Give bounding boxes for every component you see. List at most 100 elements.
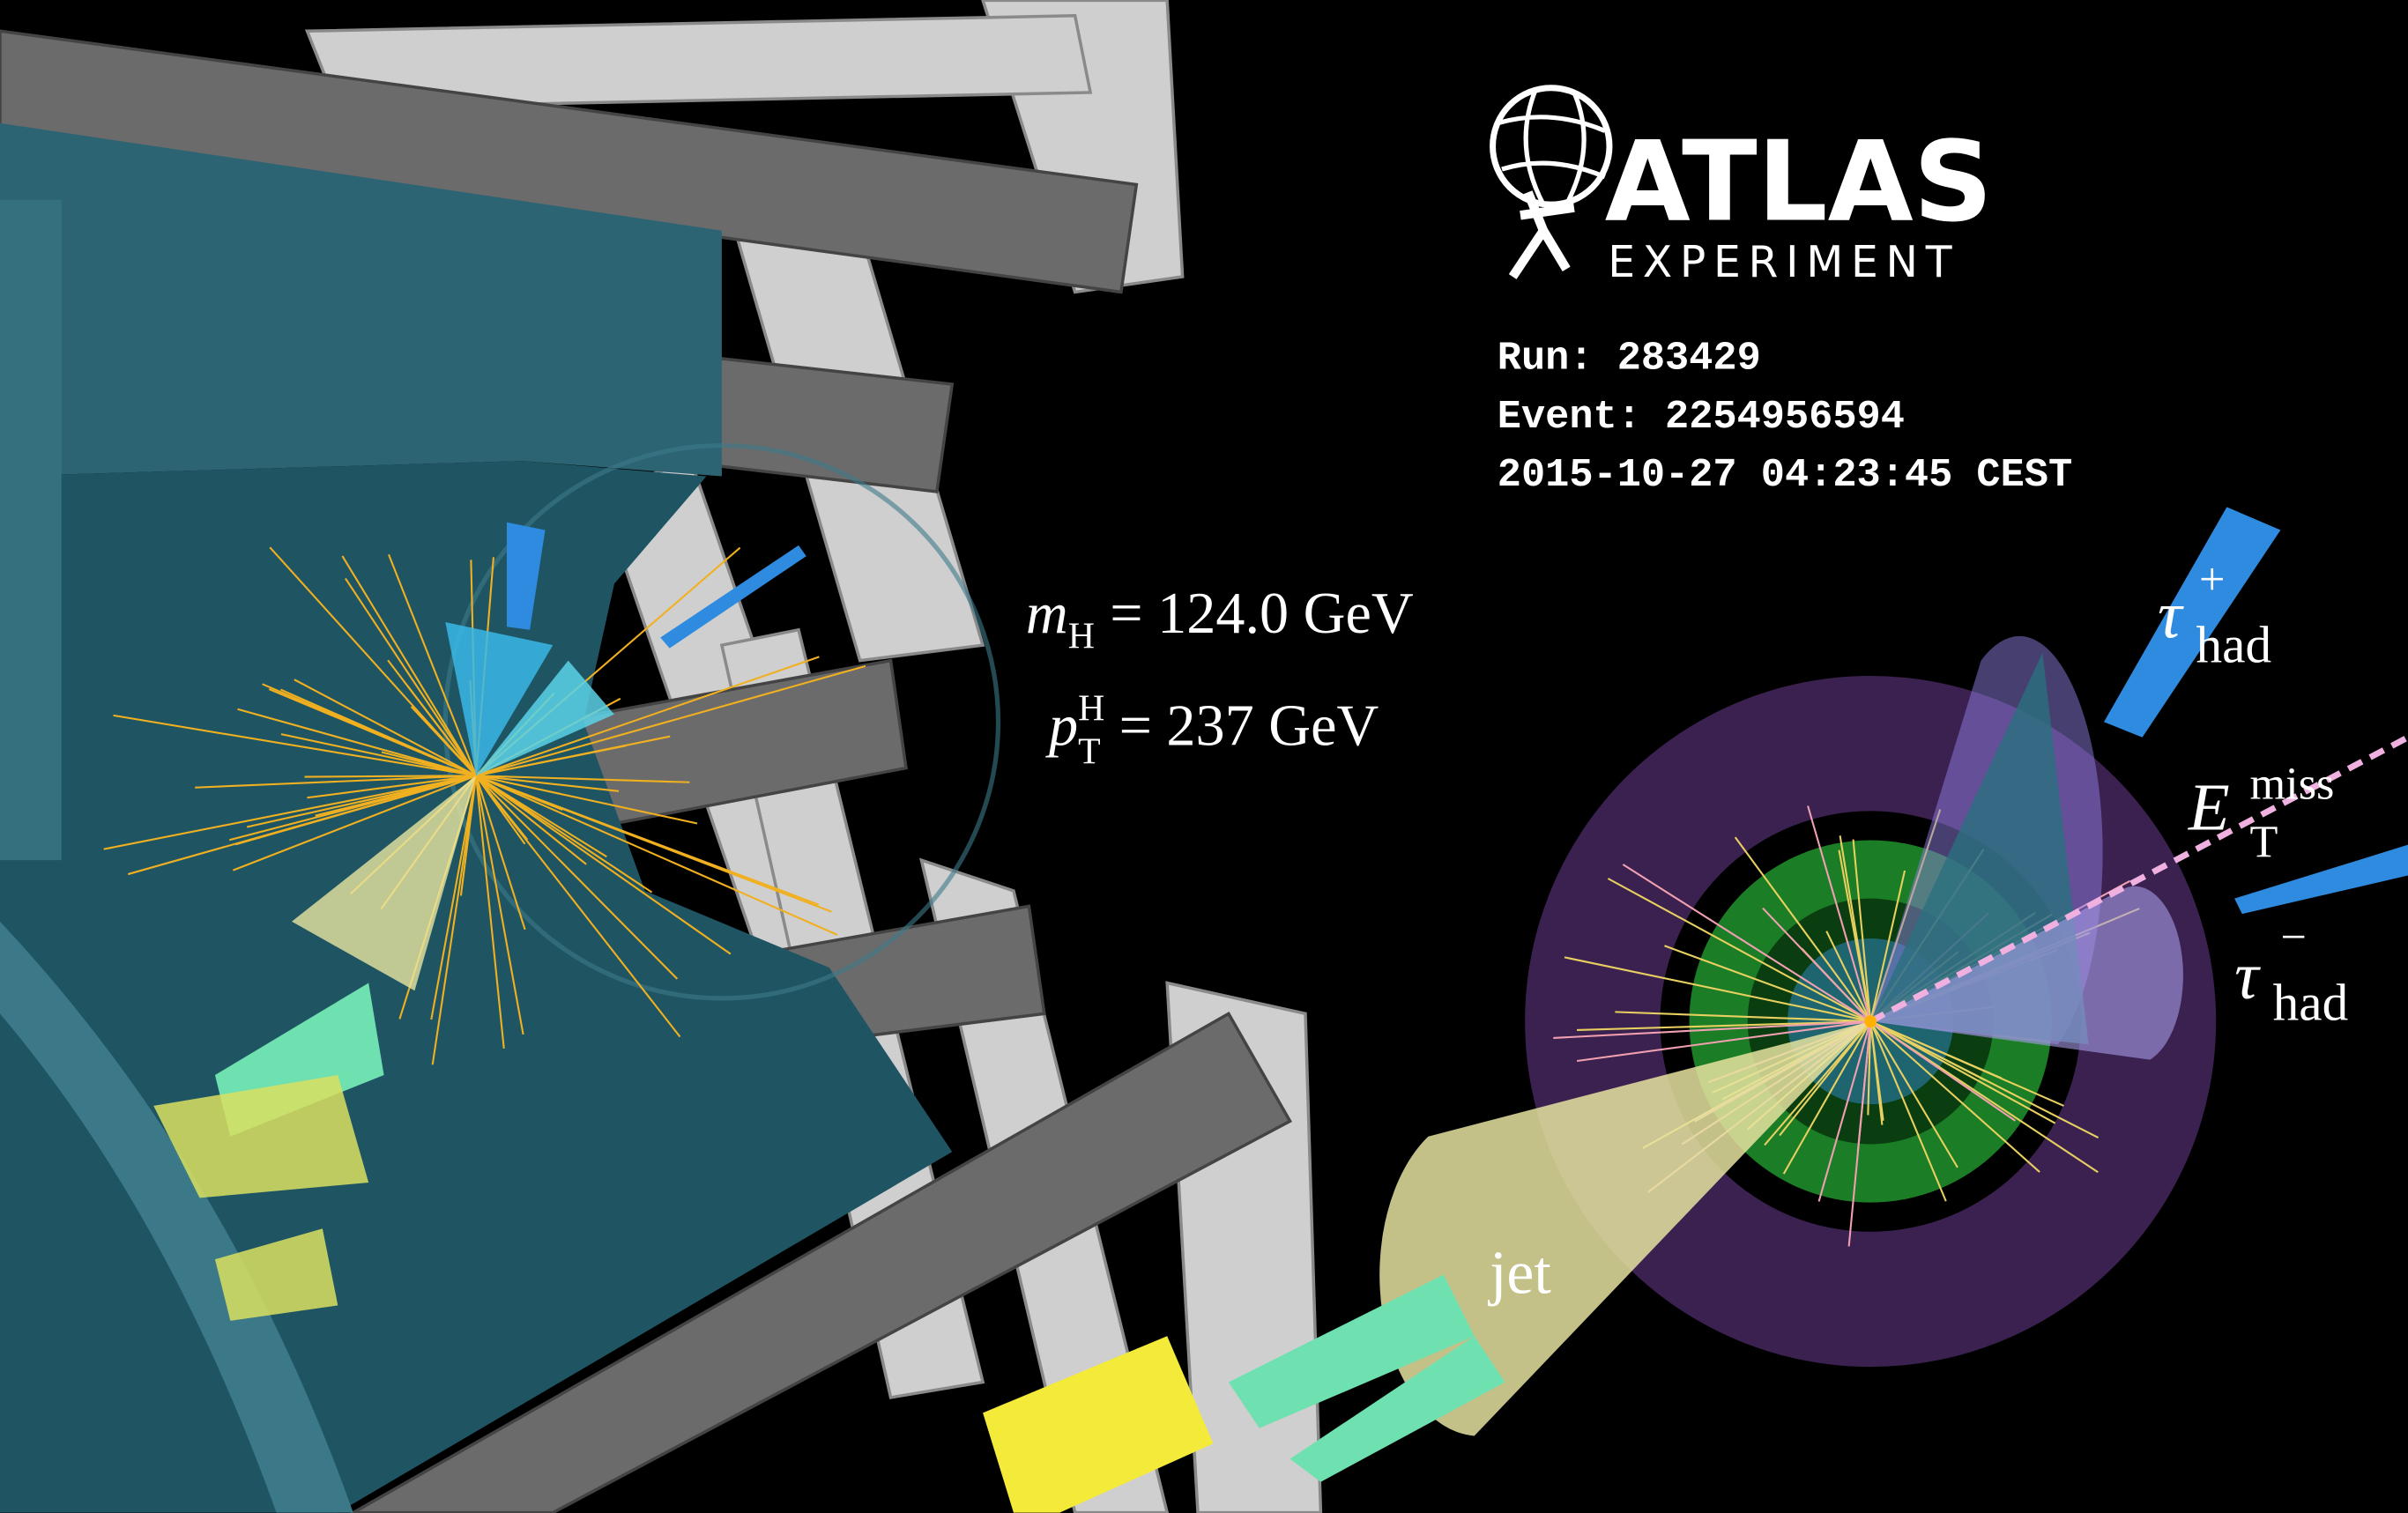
track — [475, 775, 524, 1035]
ecal-deposit — [153, 1075, 369, 1198]
higgs-mass: mH = 124.0 GeV — [1026, 582, 1414, 656]
track — [475, 735, 671, 777]
track — [1869, 1020, 2040, 1173]
atlas-logo: ATLAS EXPERIMENT — [1490, 85, 1993, 287]
track — [1856, 1020, 1872, 1152]
superscript: H — [1078, 689, 1104, 730]
ecal-deposit — [214, 1228, 338, 1321]
tracks-left — [103, 546, 866, 1065]
track — [280, 733, 477, 777]
track — [269, 546, 477, 776]
track — [1807, 805, 1872, 1022]
equation: = 124.0 GeV — [1110, 582, 1414, 646]
track — [246, 775, 477, 828]
track — [1615, 1011, 1871, 1023]
subscript: had — [2196, 615, 2272, 673]
symbol: p — [1045, 693, 1078, 758]
track — [475, 664, 866, 777]
superscript: miss — [2250, 758, 2335, 809]
track — [475, 656, 820, 777]
track — [475, 775, 698, 825]
track — [1869, 1020, 2017, 1122]
track — [1869, 1020, 2064, 1107]
equation: = 237 GeV — [1119, 693, 1379, 758]
track — [1869, 1020, 1958, 1168]
track — [475, 775, 505, 1049]
track — [341, 555, 478, 776]
track — [1852, 839, 1872, 1022]
jet-hcal — [1228, 1274, 1505, 1482]
vertex — [1864, 1015, 1877, 1028]
track — [237, 708, 477, 777]
superscript: − — [2280, 912, 2306, 963]
track — [1869, 870, 1906, 1022]
track — [1839, 835, 1872, 1022]
track — [1664, 945, 1871, 1023]
track — [233, 775, 477, 871]
track — [307, 775, 477, 799]
track — [475, 775, 529, 841]
track — [113, 714, 477, 777]
track — [1867, 1021, 1872, 1116]
run-number: Run: 283429 — [1498, 336, 1761, 382]
logo-globe — [1490, 85, 1613, 208]
symbol: τ — [2158, 577, 2184, 652]
track — [345, 577, 477, 776]
subscript: H — [1068, 617, 1095, 657]
track — [387, 659, 477, 776]
subscript: had — [2273, 973, 2349, 1031]
tau-minus-cone — [1870, 886, 2183, 1060]
higgs-pt: pH T = 237 GeV — [1045, 689, 1379, 773]
tau-cone — [476, 660, 614, 776]
track — [381, 751, 477, 777]
track — [475, 775, 838, 936]
transverse-view — [983, 507, 2408, 1513]
tau-cone — [445, 622, 554, 776]
jet-cone — [1379, 1021, 1871, 1436]
track — [1869, 1020, 1884, 1125]
track — [103, 775, 477, 850]
tau-plus-bar — [2104, 507, 2281, 738]
jet-ecal — [983, 1336, 1214, 1513]
track — [1817, 1020, 1872, 1202]
tau-plus-label: τ + had — [2158, 554, 2271, 674]
track — [1869, 1020, 2056, 1124]
track — [431, 775, 478, 1065]
left-objects — [153, 522, 806, 1321]
track — [475, 775, 563, 811]
superscript: + — [2199, 554, 2225, 605]
track — [430, 775, 478, 1020]
track — [1607, 878, 1871, 1022]
track — [476, 775, 620, 792]
timestamp: 2015-10-27 04:23:45 CEST — [1498, 452, 2072, 498]
track — [1762, 907, 1871, 1022]
logo-subtitle: EXPERIMENT — [1608, 237, 1959, 287]
logo-title: ATLAS — [1605, 118, 1993, 247]
track — [304, 775, 477, 778]
met-bar — [660, 545, 806, 649]
track — [1576, 1020, 1871, 1063]
jet-label: jet — [1488, 1239, 1551, 1307]
track — [1734, 836, 1872, 1022]
detector-geometry — [0, 0, 1323, 1513]
symbol: τ — [2234, 938, 2261, 1013]
track — [1869, 1020, 1947, 1202]
tau-minus-bar — [2234, 844, 2408, 915]
track — [262, 683, 477, 777]
met-line — [1869, 734, 2408, 1025]
track — [476, 775, 690, 783]
subscript: T — [1078, 731, 1101, 772]
symbol: E — [2188, 769, 2230, 844]
tau-bar — [506, 522, 546, 630]
track — [1576, 1020, 1871, 1032]
track — [127, 775, 477, 876]
track — [1564, 956, 1871, 1023]
track — [1825, 931, 1872, 1022]
track — [1622, 864, 1871, 1022]
subscript: T — [2250, 817, 2278, 868]
track — [1764, 1020, 1871, 1146]
track — [294, 679, 477, 777]
track — [475, 775, 679, 980]
